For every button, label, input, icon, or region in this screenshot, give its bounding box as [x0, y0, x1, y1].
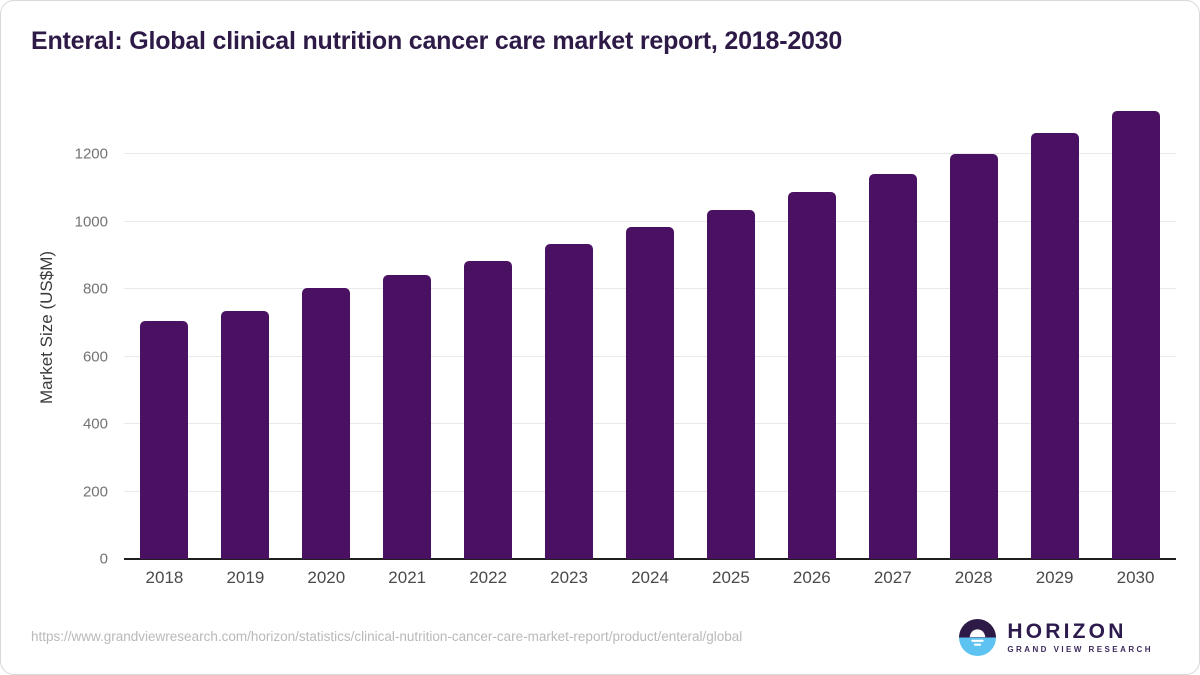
horizon-logo-tagline: GRAND VIEW RESEARCH	[1007, 645, 1153, 655]
x-tick-label: 2027	[873, 568, 912, 587]
x-axis-line	[124, 558, 1176, 560]
plot-area	[124, 96, 1176, 560]
x-tick-label: 2028	[954, 568, 993, 587]
bar-2027	[868, 173, 917, 559]
bar-2019	[221, 310, 270, 559]
bar-2020	[302, 287, 351, 559]
gridline	[124, 153, 1176, 155]
x-tick-label: 2020	[307, 568, 346, 587]
bar-2028	[949, 153, 998, 559]
x-tick-label: 2026	[792, 568, 831, 587]
y-tick-label: 800	[82, 280, 108, 298]
y-tick-label: 600	[82, 348, 108, 366]
x-tick-label: 2023	[550, 568, 588, 587]
bar-2022	[464, 260, 513, 559]
y-tick-label: 400	[82, 415, 108, 433]
bar-2030	[1111, 111, 1160, 559]
gridline	[124, 220, 1176, 222]
sun-horizon-icon	[959, 619, 997, 656]
horizon-logo-text: HORIZON GRAND VIEW RESEARCH	[1007, 619, 1153, 655]
x-tick-label: 2029	[1035, 568, 1074, 587]
bar-2018	[140, 321, 189, 559]
x-tick-label: 2019	[226, 568, 265, 587]
bar-2023	[545, 243, 594, 559]
y-tick-label: 1200	[74, 145, 108, 163]
bar-2025	[706, 209, 755, 559]
x-tick-label: 2025	[712, 568, 750, 587]
x-tick-label: 2022	[469, 568, 508, 587]
x-axis-labels: 2018 2019 2020 2021 2022 2023 2024 2025 2026 2027…	[124, 568, 1176, 592]
y-tick-label: 200	[82, 483, 108, 501]
bar-2026	[787, 191, 836, 559]
y-tick-label: 1000	[74, 213, 108, 231]
bar-2021	[383, 275, 432, 559]
x-tick-label: 2018	[145, 568, 184, 587]
x-tick-label: 2024	[631, 568, 669, 587]
y-axis-ticks: 0 200 400 600 800 1000 1200	[1, 96, 108, 568]
y-tick-label: 0	[99, 550, 108, 568]
x-tick-label: 2021	[388, 568, 427, 587]
bar-2029	[1030, 133, 1079, 559]
horizon-logo-name: HORIZON	[1007, 619, 1127, 643]
page-title: Enteral: Global clinical nutrition cance…	[31, 27, 843, 55]
bar-2024	[626, 226, 674, 559]
horizon-logo-mark	[959, 619, 997, 656]
x-tick-label: 2030	[1116, 568, 1155, 587]
source-url: https://www.grandviewresearch.com/horizo…	[31, 629, 743, 644]
horizon-logo: HORIZON GRAND VIEW RESEARCH	[959, 619, 1153, 656]
